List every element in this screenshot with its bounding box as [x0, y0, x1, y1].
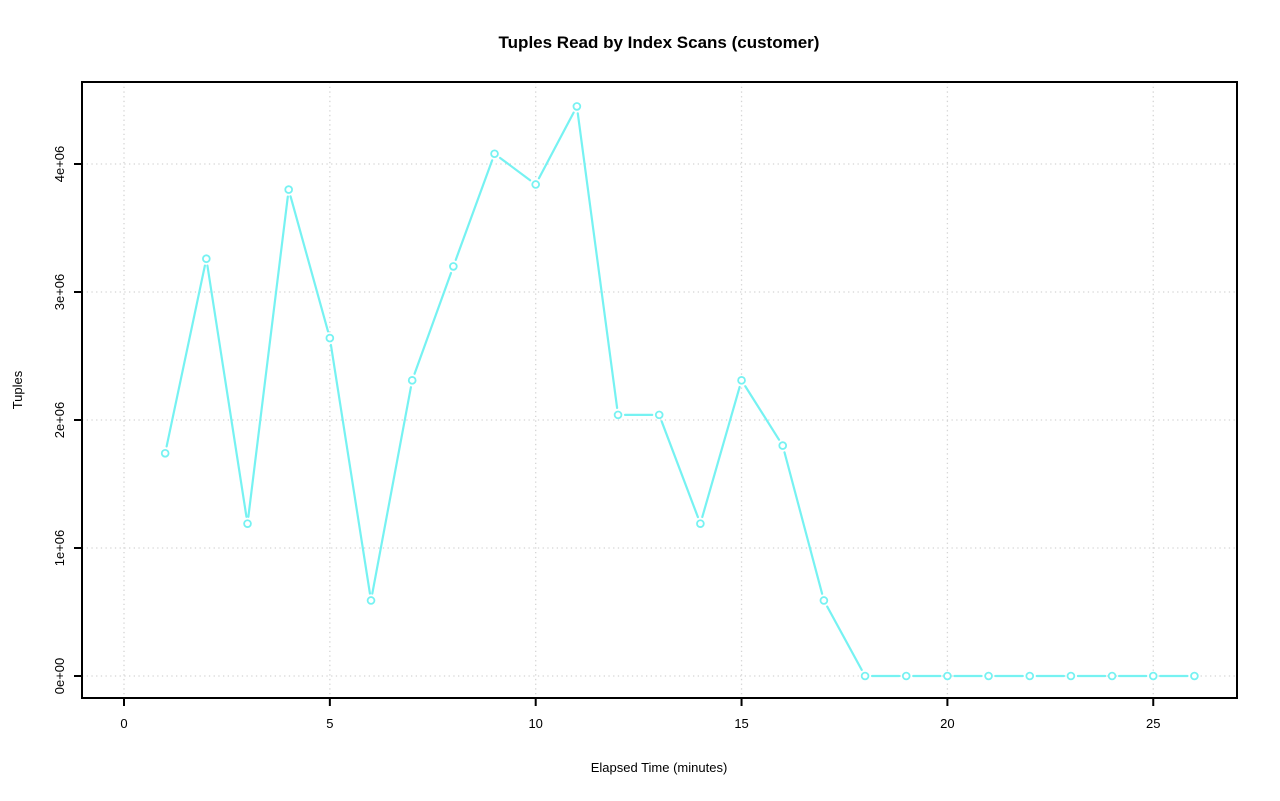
x-tick-label: 25	[1146, 716, 1160, 731]
gridlines	[82, 82, 1237, 698]
chart-title: Tuples Read by Index Scans (customer)	[499, 33, 820, 52]
data-point-marker	[284, 185, 293, 194]
data-point-marker	[325, 333, 335, 343]
series-line-segment	[783, 451, 824, 595]
data-point-marker	[160, 448, 170, 458]
series-line-segment	[371, 386, 413, 595]
series-line-segment	[576, 112, 619, 410]
plot-frame	[81, 81, 1238, 699]
x-tick-label: 5	[326, 716, 333, 731]
series-line-segment	[499, 156, 532, 182]
series-line-segment	[537, 111, 575, 180]
x-tick-label: 20	[940, 716, 954, 731]
data-point-marker	[449, 262, 458, 271]
data-point-marker	[1025, 671, 1035, 681]
x-axis-label: Elapsed Time (minutes)	[591, 760, 728, 775]
data-point-marker	[490, 149, 499, 159]
series-line-segment	[744, 385, 781, 441]
data-point-marker	[860, 671, 870, 681]
y-tick-label: 3e+06	[52, 274, 67, 311]
data-point-marker	[737, 376, 746, 385]
series-line-segment	[454, 159, 494, 261]
data-point-marker	[901, 671, 911, 681]
plot-background	[82, 82, 1237, 698]
data-point-marker	[366, 596, 376, 605]
data-series	[160, 102, 1199, 681]
y-tick-label: 2e+06	[52, 402, 67, 439]
data-point-marker	[654, 410, 664, 420]
data-point-marker	[1107, 671, 1117, 681]
data-point-marker	[613, 410, 623, 420]
data-point-marker	[407, 376, 417, 385]
x-tick-label: 10	[528, 716, 542, 731]
series-line-segment	[660, 420, 700, 519]
data-point-marker	[202, 254, 211, 264]
data-point-marker	[984, 671, 993, 681]
data-point-marker	[778, 441, 788, 450]
y-tick-labels: 0e+00 1e+06 2e+06 3e+06 4e+06	[52, 146, 67, 695]
series-line-segment	[329, 343, 372, 595]
series-line-segment	[826, 605, 863, 671]
series-line-segment	[701, 385, 741, 519]
series-line-segment	[165, 264, 206, 448]
y-tick-label: 1e+06	[52, 530, 67, 567]
y-axis-label: Tuples	[10, 370, 25, 409]
series-line-segment	[206, 264, 248, 518]
data-point-marker	[1148, 671, 1158, 681]
data-point-marker	[1066, 671, 1076, 681]
x-tick-labels: 0 5 10 15 20 25	[120, 716, 1160, 731]
data-point-marker	[243, 519, 252, 528]
y-tick-label: 4e+06	[52, 146, 67, 183]
data-point-marker	[819, 596, 829, 605]
data-point-marker	[943, 671, 952, 681]
x-tick-label: 0	[120, 716, 127, 731]
y-tick-label: 0e+00	[52, 658, 67, 695]
series-line-segment	[247, 195, 289, 518]
series-line-segment	[289, 195, 330, 333]
x-tick-label: 15	[734, 716, 748, 731]
data-point-marker	[531, 180, 540, 189]
axis-ticks	[74, 163, 1155, 706]
data-point-marker	[696, 519, 705, 528]
series-line-segment	[413, 271, 453, 375]
data-point-marker	[1190, 671, 1199, 681]
data-point-marker	[572, 102, 582, 111]
